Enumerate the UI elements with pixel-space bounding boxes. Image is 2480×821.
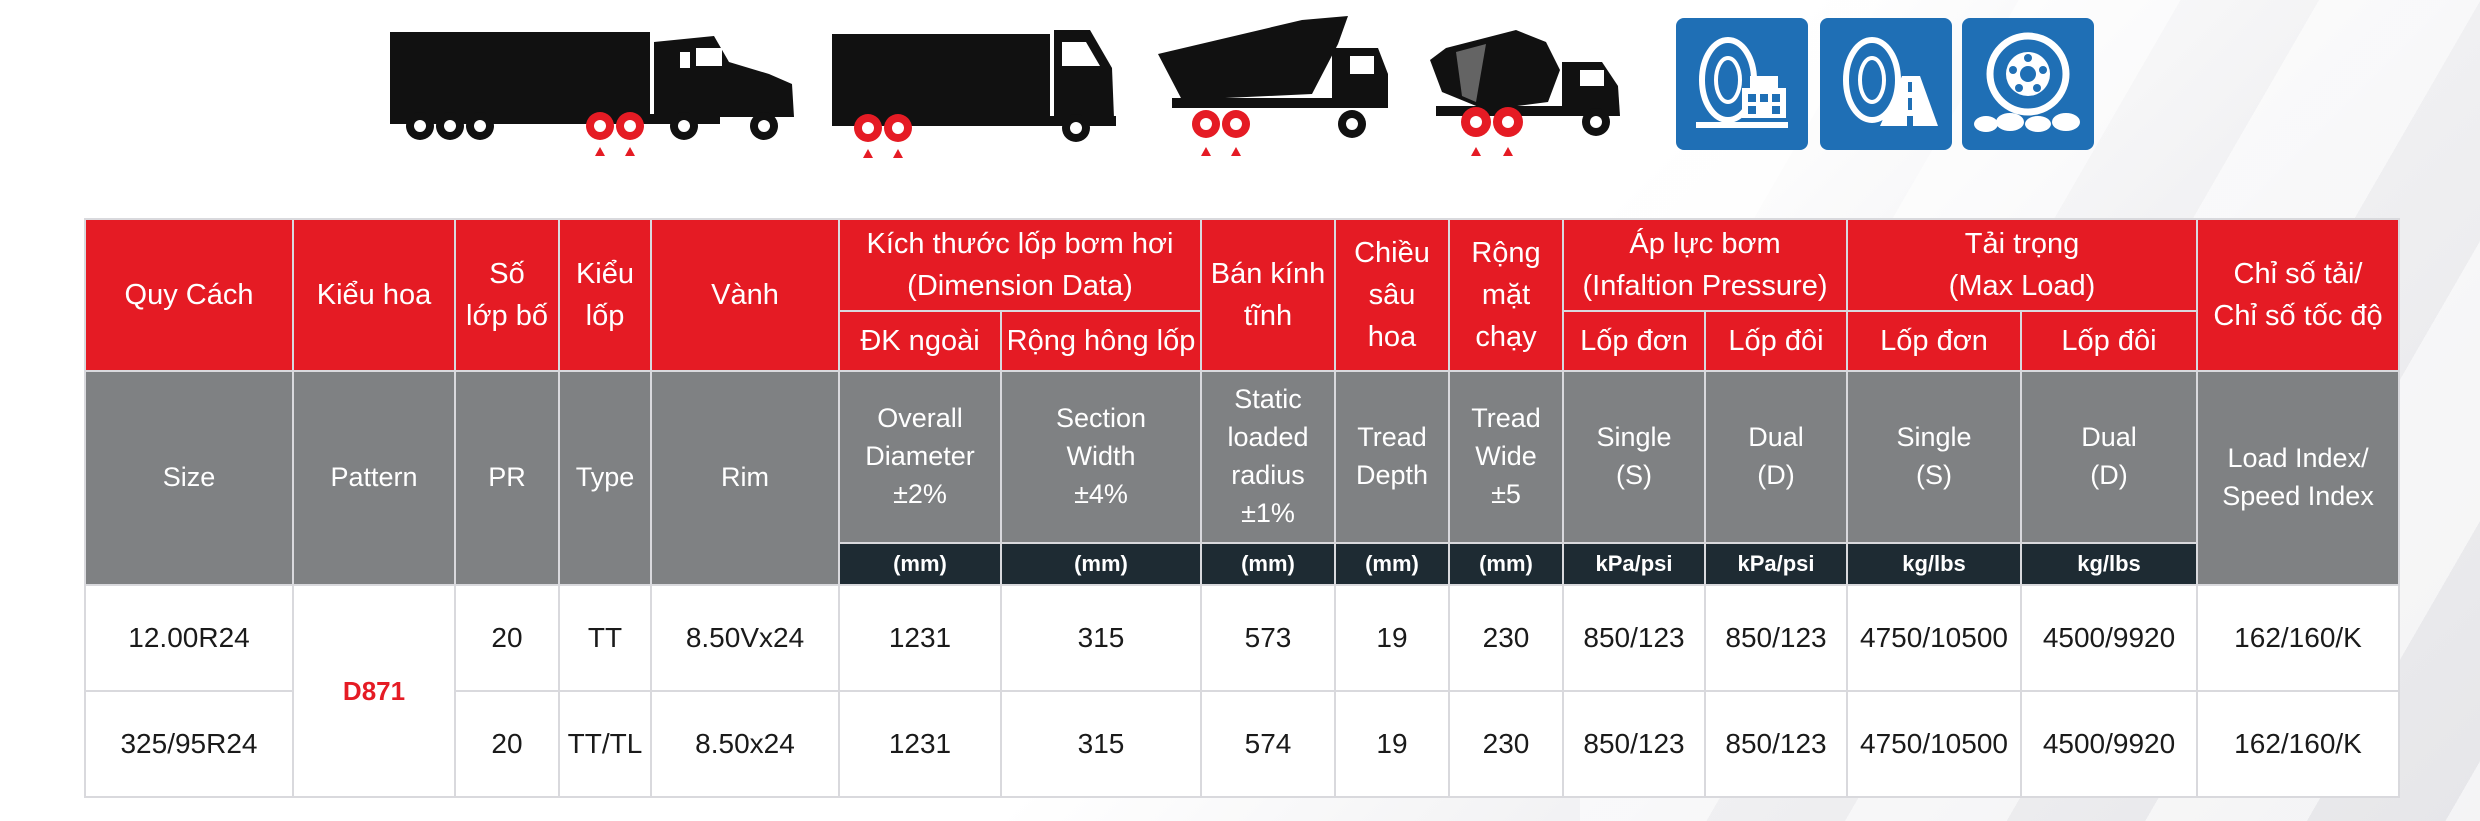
cell-od: 1231 [838,584,1002,692]
header-sw-vi: Rộng hông lốp [1000,310,1202,372]
table-row: 12.00R24 D871 20 TT 8.50Vx24 1231 315 57… [84,584,2401,798]
header-dimension-vi: Kích thước lốp bơm hơi (Dimension Data) [838,218,1202,312]
cell-size: 325/95R24 [84,690,294,798]
header-pressure-dual-vi: Lốp đôi [1704,310,1848,372]
header-load-vi: Tải trọng (Max Load) [1845,218,2199,312]
header-od-en: Overall Diameter ±2% [838,370,1002,544]
cell-od: 1231 [838,690,1002,798]
header-type-en: Type [558,370,652,586]
header-index-en: Load Index/Speed Index [2196,370,2401,586]
tire-urban-icon [1676,18,1808,150]
header-pr-en: PR [454,370,560,586]
header-pressure-single-vi: Lốp đơn [1562,310,1706,372]
cell-pressure-single: 850/123 [1562,690,1706,798]
cell-slr: 573 [1200,584,1336,692]
unit-tw: (mm) [1448,542,1564,586]
unit-slr: (mm) [1200,542,1336,586]
cell-sw: 315 [1000,690,1202,798]
unit-load-single: kg/lbs [1846,542,2022,586]
tire-highway-icon [1820,18,1952,150]
mixer-truck-icon [1430,30,1620,156]
dump-truck-icon [1158,16,1388,156]
tire-spec-table: Quy Cách Kiểu hoa Số lớp bố Kiểu lốp Vành … [84,218,2401,798]
header-tread-depth-vi: Chiều sâu hoa [1334,218,1450,372]
unit-od: (mm) [838,542,1002,586]
cell-index: 162/160/K [2196,584,2401,692]
cell-td: 19 [1334,584,1450,692]
cell-tw: 230 [1448,690,1564,798]
header-pr-vi: Số lớp bố [454,218,560,372]
cell-tw: 230 [1448,584,1564,692]
cell-type: TT [558,584,652,692]
header-tread-wide-en: Tread Wide ±5 [1448,370,1564,544]
cell-pressure-single: 850/123 [1562,584,1706,692]
unit-td: (mm) [1334,542,1450,586]
cell-load-dual: 4500/9920 [2019,690,2199,798]
cell-rim: 8.50x24 [650,690,840,798]
cell-load-single: 4750/10500 [1846,690,2022,798]
header-pressure-single-en: Single (S) [1562,370,1706,544]
header-sw-en: Section Width ±4% [1000,370,1202,544]
cell-index: 162/160/K [2196,690,2401,798]
unit-pressure-dual: kPa/psi [1704,542,1848,586]
header-index-vi: Chỉ số tải/Chỉ số tốc độ [2196,218,2401,372]
header-slr-en: Static loaded radius ±1% [1200,370,1336,544]
header-tread-wide-vi: Rộng mặt chạy [1448,218,1564,372]
header-rim-vi: Vành [650,218,840,372]
cell-rim: 8.50Vx24 [650,584,840,692]
header-type-vi: Kiểu lốp [558,218,652,372]
header-slr-vi: Bán kính tĩnh [1200,218,1336,372]
vehicle-icons-row [0,0,2480,200]
box-truck-icon [832,30,1116,158]
unit-pressure-single: kPa/psi [1562,542,1706,586]
cell-load-dual: 4500/9920 [2019,584,2199,692]
cell-sw: 315 [1000,584,1202,692]
header-rim-en: Rim [650,370,840,586]
header-size-en: Size [84,370,294,586]
header-od-vi: ĐK ngoài [838,310,1002,372]
header-pressure-dual-en: Dual (D) [1704,370,1848,544]
header-pressure-vi: Áp lực bơm (Infaltion Pressure) [1562,218,1848,312]
header-load-dual-en: Dual (D) [2019,370,2199,544]
tire-offroad-icon [1962,18,2094,150]
cell-pressure-dual: 850/123 [1704,584,1848,692]
unit-load-dual: kg/lbs [2019,542,2199,586]
header-pattern-en: Pattern [292,370,456,586]
header-load-single-vi: Lốp đơn [1846,310,2022,372]
header-size-vi: Quy Cách [84,218,294,372]
cell-td: 19 [1334,690,1450,798]
cell-pattern: D871 [292,584,456,798]
header-load-dual-vi: Lốp đôi [2019,310,2199,372]
unit-sw: (mm) [1000,542,1202,586]
header-pattern-vi: Kiểu hoa [292,218,456,372]
header-tread-depth-en: Tread Depth [1334,370,1450,544]
header-load-single-en: Single (S) [1846,370,2022,544]
cell-pr: 20 [454,690,560,798]
cell-load-single: 4750/10500 [1846,584,2022,692]
cell-type: TT/TL [558,690,652,798]
cell-slr: 574 [1200,690,1336,798]
cell-pr: 20 [454,584,560,692]
semi-truck-icon [390,32,794,156]
cell-size: 12.00R24 [84,584,294,692]
table-row: 325/95R24 20 TT/TL 8.50x24 1231 315 574 … [84,690,2401,798]
cell-pressure-dual: 850/123 [1704,690,1848,798]
